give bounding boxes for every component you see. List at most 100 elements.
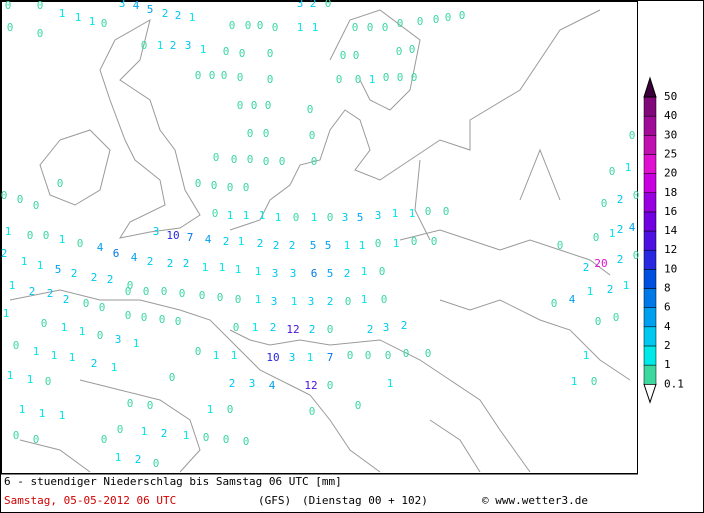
precip-value: 1 bbox=[37, 259, 44, 272]
precip-value: 2 bbox=[71, 267, 78, 280]
precip-value: 1 bbox=[252, 321, 259, 334]
precip-value: 10 bbox=[166, 229, 179, 242]
precip-value: 0 bbox=[57, 177, 64, 190]
precip-value: 0 bbox=[117, 423, 124, 436]
precip-value: 1 bbox=[369, 73, 376, 86]
precip-value: 0 bbox=[127, 279, 134, 292]
legend-label: 1 bbox=[664, 358, 671, 371]
precip-value: 1 bbox=[393, 237, 400, 250]
precip-value: 3 bbox=[289, 351, 296, 364]
precip-value: 0 bbox=[239, 47, 246, 60]
precip-value: 2 bbox=[327, 295, 334, 308]
precip-value: 0 bbox=[195, 69, 202, 82]
precip-value: 3 bbox=[375, 209, 382, 222]
precip-value: 0 bbox=[309, 405, 316, 418]
precip-value: 2 bbox=[229, 377, 236, 390]
precip-value: 0 bbox=[383, 71, 390, 84]
precip-value: 0 bbox=[195, 345, 202, 358]
precip-value: 0 bbox=[443, 205, 450, 218]
legend-swatch bbox=[643, 288, 657, 308]
precip-value: 0 bbox=[629, 129, 636, 142]
precip-value: 4 bbox=[569, 293, 576, 306]
precip-value: 1 bbox=[231, 349, 238, 362]
precip-value: 2 bbox=[617, 193, 624, 206]
precip-value: 0 bbox=[45, 375, 52, 388]
precip-value: 1 bbox=[259, 209, 266, 222]
precip-value: 2 bbox=[47, 287, 54, 300]
precip-value: 1 bbox=[359, 239, 366, 252]
precip-value: 1 bbox=[571, 375, 578, 388]
precip-value: 1 bbox=[133, 337, 140, 350]
precip-value: 0 bbox=[309, 129, 316, 142]
legend-swatch bbox=[643, 326, 657, 347]
precip-value: 0 bbox=[365, 349, 372, 362]
precip-value: 0 bbox=[213, 151, 220, 164]
precip-value: 0 bbox=[147, 399, 154, 412]
precip-value: 0 bbox=[209, 69, 216, 82]
precip-value: 1 bbox=[21, 255, 28, 268]
legend-swatch bbox=[643, 345, 657, 366]
precip-value: 0 bbox=[293, 211, 300, 224]
precip-value: 0 bbox=[325, 0, 332, 10]
precip-value: 1 bbox=[157, 39, 164, 52]
legend-label: 18 bbox=[664, 186, 677, 199]
precip-value: 1 bbox=[255, 293, 262, 306]
precip-value: 0 bbox=[237, 99, 244, 112]
precip-value: 7 bbox=[187, 231, 194, 244]
precip-value: 0 bbox=[125, 309, 132, 322]
precip-value: 0 bbox=[307, 103, 314, 116]
precip-value: 0 bbox=[41, 317, 48, 330]
precip-value: 0 bbox=[265, 99, 272, 112]
precip-value: 1 bbox=[311, 211, 318, 224]
precip-value: 1 bbox=[111, 361, 118, 374]
precip-value: 1 bbox=[583, 349, 590, 362]
legend-swatch bbox=[643, 211, 657, 232]
precip-value: 0 bbox=[13, 429, 20, 442]
precip-value: 3 bbox=[249, 377, 256, 390]
legend-swatch bbox=[643, 154, 657, 174]
precip-value: 0 bbox=[245, 19, 252, 32]
legend-swatch bbox=[643, 364, 657, 385]
precip-value: 6 bbox=[311, 267, 318, 280]
precip-value: 0 bbox=[459, 9, 466, 22]
precip-value: 0 bbox=[417, 15, 424, 28]
precip-value: 0 bbox=[311, 155, 318, 168]
precip-value: 1 bbox=[307, 351, 314, 364]
precip-value: 1 bbox=[387, 377, 394, 390]
precip-value: 1 bbox=[361, 293, 368, 306]
precip-value: 1 bbox=[59, 233, 66, 246]
precip-value: 0 bbox=[37, 27, 44, 40]
legend-high bbox=[643, 76, 657, 98]
precip-value: 0 bbox=[169, 371, 176, 384]
precip-value: 0 bbox=[609, 165, 616, 178]
precip-value: 5 bbox=[310, 239, 317, 252]
precip-value: 0 bbox=[409, 43, 416, 56]
precip-value: 0 bbox=[247, 153, 254, 166]
precip-value: 1 bbox=[51, 349, 58, 362]
map-frame bbox=[1, 1, 638, 474]
precip-value: 0 bbox=[595, 315, 602, 328]
precip-value: 10 bbox=[266, 351, 279, 364]
precip-value: 0 bbox=[161, 285, 168, 298]
precip-value: 1 bbox=[297, 21, 304, 34]
precip-value: 0 bbox=[17, 193, 24, 206]
precip-value: 0 bbox=[375, 237, 382, 250]
precip-value: 0 bbox=[411, 235, 418, 248]
precip-value: 4 bbox=[133, 0, 140, 12]
precip-value: 0 bbox=[633, 189, 640, 202]
precip-value: 0 bbox=[591, 375, 598, 388]
precip-value: 2 bbox=[617, 223, 624, 236]
precip-value: 1 bbox=[361, 265, 368, 278]
precip-value: 2 bbox=[170, 39, 177, 52]
precip-value: 0 bbox=[211, 179, 218, 192]
precip-value: 0 bbox=[229, 19, 236, 32]
precip-value: 1 bbox=[409, 207, 416, 220]
precip-value: 5 bbox=[147, 3, 154, 16]
precip-value: 12 bbox=[286, 323, 299, 336]
precip-value: 1 bbox=[227, 209, 234, 222]
precip-value: 2 bbox=[309, 323, 316, 336]
precip-value: 0 bbox=[411, 71, 418, 84]
precip-value: 0 bbox=[396, 45, 403, 58]
precip-value: 1 bbox=[61, 321, 68, 334]
